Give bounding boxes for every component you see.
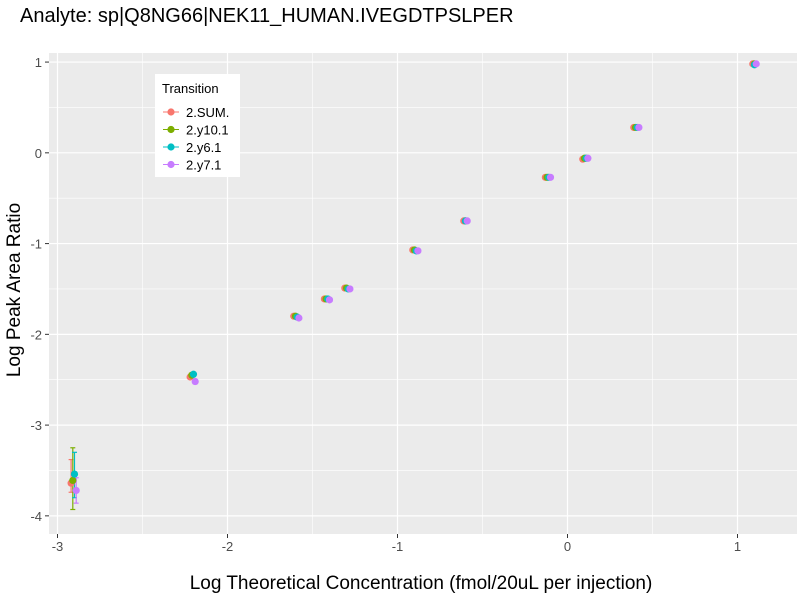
legend-key-dot xyxy=(167,160,175,169)
y-tick-label: -4 xyxy=(30,509,42,524)
legend-item-label: 2.y7.1 xyxy=(186,158,221,173)
data-point xyxy=(70,470,79,478)
x-tick-label: 1 xyxy=(734,539,741,554)
x-tick-label: -1 xyxy=(392,539,404,554)
data-point xyxy=(635,123,643,132)
data-point xyxy=(346,285,354,293)
data-point xyxy=(72,486,80,495)
data-point xyxy=(189,370,198,378)
legend-box xyxy=(155,74,240,177)
data-points xyxy=(67,60,760,495)
y-tick-label: 0 xyxy=(35,146,42,161)
y-tick-label: -2 xyxy=(30,327,42,342)
legend-title: Transition xyxy=(162,81,219,96)
data-point xyxy=(752,60,760,68)
data-point xyxy=(584,154,592,162)
y-axis-label: Log Peak Area Ratio xyxy=(4,203,25,377)
x-axis-label: Log Theoretical Concentration (fmol/20uL… xyxy=(190,573,653,594)
legend-key-dot xyxy=(167,143,175,151)
x-tick-label: 0 xyxy=(564,539,571,554)
data-point xyxy=(69,476,77,485)
y-tick-label: -1 xyxy=(30,237,42,252)
chart-title: Analyte: sp|Q8NG66|NEK11_HUMAN.IVEGDTPSL… xyxy=(20,5,514,27)
legend-key-dot xyxy=(167,125,175,134)
legend-item-label: 2.y6.1 xyxy=(186,140,221,155)
axis-ticks: -3 -2 -1 0 1 -4 -3 -2 -1 0 1 xyxy=(30,55,741,554)
data-point xyxy=(191,377,199,386)
legend: Transition 2.SUM. 2.y10.1 2.y6.1 2.y7.1 xyxy=(155,74,240,177)
x-tick-label: -2 xyxy=(222,539,234,554)
y-tick-label: 1 xyxy=(35,55,42,70)
data-point xyxy=(546,173,555,181)
legend-item-label: 2.SUM. xyxy=(186,105,229,120)
data-point xyxy=(325,296,334,304)
data-point xyxy=(295,314,303,322)
legend-key-dot xyxy=(167,108,175,116)
y-tick-label: -3 xyxy=(30,418,42,433)
x-tick-label: -3 xyxy=(52,539,64,554)
data-point xyxy=(463,217,471,225)
legend-item-label: 2.y10.1 xyxy=(186,123,229,138)
data-point xyxy=(414,247,422,255)
